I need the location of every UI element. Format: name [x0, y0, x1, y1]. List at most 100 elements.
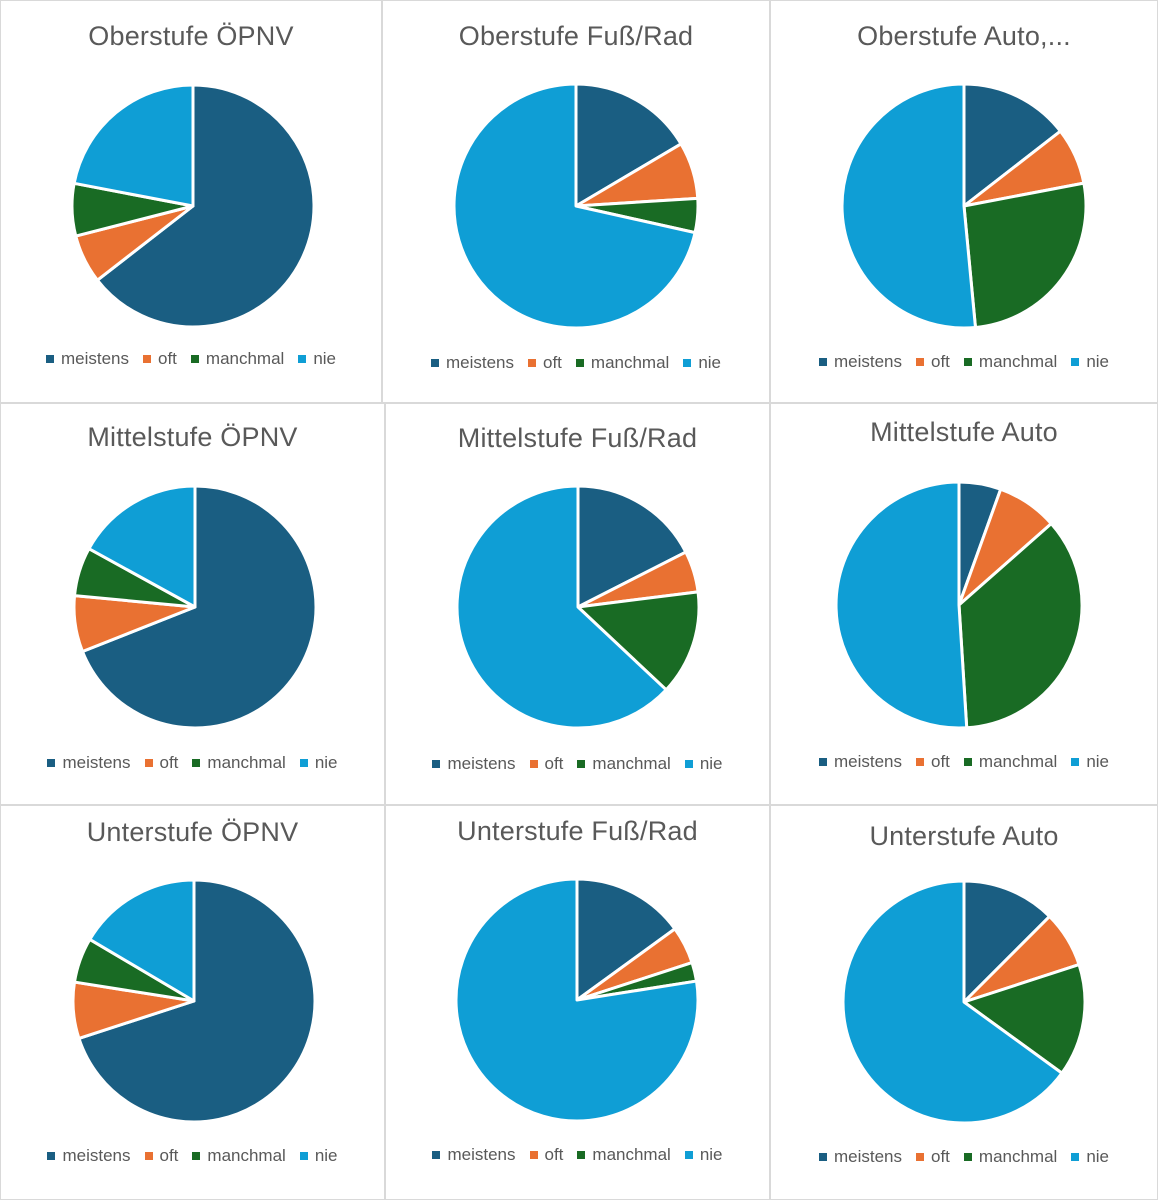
chart-legend: meistens oft manchmal nie [383, 353, 769, 373]
legend-swatch [192, 1152, 201, 1160]
legend-swatch [818, 758, 827, 766]
legend-swatch [432, 1151, 441, 1159]
legend-item-nie: nie [1071, 752, 1109, 772]
chart-panel-mittelstufe-auto: Mittelstufe Auto meistens oft manchmal nie [770, 403, 1158, 805]
legend-swatch [818, 1153, 827, 1161]
legend-swatch [143, 355, 151, 363]
legend-label: nie [314, 1146, 338, 1165]
legend-item-manchmal: manchmal [963, 1147, 1057, 1167]
legend-swatch [1071, 758, 1080, 766]
legend-item-meistens: meistens [432, 1145, 516, 1165]
legend-item-meistens: meistens [818, 1147, 902, 1167]
legend-label: oft [543, 353, 562, 372]
pie-slice-meistens [576, 484, 688, 609]
legend-swatch [963, 1153, 972, 1161]
legend-label: oft [159, 753, 179, 772]
legend-label: manchmal [590, 353, 670, 372]
chart-panel-mittelstufe-oepnv: Mittelstufe ÖPNV meistens oft manchmal nie [0, 403, 385, 805]
chart-legend: meistens oft manchmal nie [1, 753, 384, 773]
chart-legend: meistens oft manchmal nie [771, 1147, 1157, 1167]
legend-label: meistens [447, 1145, 516, 1164]
legend-item-meistens: meistens [45, 349, 129, 369]
legend-swatch [1071, 1153, 1080, 1161]
legend-item-manchmal: manchmal [963, 352, 1058, 372]
pie-slice-manchmal [962, 181, 1088, 329]
chart-panel-unterstufe-auto: Unterstufe Auto meistens oft manchmal nie [770, 805, 1158, 1200]
legend-label: manchmal [978, 752, 1058, 771]
pie-slice-meistens [575, 877, 677, 1002]
legend-label: meistens [833, 752, 902, 771]
legend-swatch [1071, 358, 1080, 366]
legend-label: nie [698, 353, 722, 372]
pie-slice-meistens [77, 878, 317, 1124]
legend-item-meistens: meistens [47, 753, 131, 773]
legend-label: oft [931, 1147, 950, 1166]
legend-item-nie: nie [683, 353, 721, 373]
legend-label: nie [1086, 1147, 1110, 1166]
legend-label: manchmal [205, 349, 285, 368]
legend-item-manchmal: manchmal [577, 1145, 671, 1165]
legend-label: nie [1086, 352, 1110, 371]
legend-item-oft: oft [529, 1145, 563, 1165]
legend-label: oft [544, 754, 564, 773]
legend-swatch [144, 1152, 153, 1160]
legend-item-nie: nie [299, 753, 338, 773]
legend-label: meistens [447, 754, 516, 773]
pie-chart [840, 82, 1088, 330]
legend-item-manchmal: manchmal [192, 1146, 286, 1166]
chart-panel-mittelstufe-fuss-rad: Mittelstufe Fuß/Rad meistens oft manchmal ni… [385, 403, 770, 805]
legend-swatch [144, 759, 153, 767]
legend-swatch [192, 759, 201, 767]
chart-title: Oberstufe ÖPNV [88, 21, 294, 51]
legend-label: oft [159, 1146, 179, 1165]
legend-item-oft: oft [529, 754, 564, 774]
pie-slice-nie [840, 82, 977, 330]
chart-title: Mittelstufe Auto [870, 417, 1058, 447]
legend-swatch [963, 358, 972, 366]
pie-chart [71, 878, 317, 1124]
legend-item-nie: nie [1071, 352, 1109, 372]
legend-swatch [299, 759, 308, 767]
chart-panel-oberstufe-fuss-rad: Oberstufe Fuß/Rad meistens oft manchmal nie [382, 0, 770, 403]
chart-title: Mittelstufe ÖPNV [87, 422, 298, 452]
chart-title: Oberstufe Fuß/Rad [458, 21, 694, 51]
legend-label: manchmal [592, 754, 671, 773]
legend-item-meistens: meistens [818, 752, 902, 772]
pie-slice-manchmal [962, 963, 1087, 1075]
legend-swatch [575, 359, 584, 367]
legend-label: meistens [833, 1147, 902, 1166]
chart-title: Unterstufe ÖPNV [86, 817, 299, 847]
pie-slice-nie [834, 480, 969, 730]
legend-label: manchmal [978, 352, 1058, 371]
legend-label: manchmal [207, 1146, 286, 1165]
legend-swatch [432, 760, 441, 768]
chart-panel-unterstufe-fuss-rad: Unterstufe Fuß/Rad meistens oft manchmal nie [385, 805, 770, 1200]
legend-item-oft: oft [916, 352, 950, 372]
pie-slice-meistens [95, 83, 316, 329]
legend-item-manchmal: manchmal [575, 353, 670, 373]
pie-slice-nie [87, 484, 197, 609]
legend-item-meistens: meistens [818, 352, 902, 372]
legend-label: nie [1086, 752, 1110, 771]
pie-slice-meistens [962, 879, 1052, 1004]
legend-label: nie [313, 349, 337, 368]
pie-slice-meistens [81, 484, 318, 730]
pie-chart [454, 877, 700, 1123]
pie-slice-nie [452, 82, 697, 330]
legend-swatch [298, 355, 307, 363]
legend-swatch [190, 355, 199, 363]
legend-label: nie [699, 1145, 723, 1164]
legend-swatch [963, 758, 972, 766]
legend-item-manchmal: manchmal [192, 753, 286, 773]
legend-label: oft [931, 352, 950, 371]
legend-label: oft [931, 752, 950, 771]
chart-legend: meistens oft manchmal nie [771, 752, 1157, 772]
legend-item-manchmal: manchmal [963, 752, 1058, 772]
legend-swatch [577, 1151, 586, 1159]
pie-chart [70, 83, 316, 329]
legend-label: nie [699, 754, 723, 773]
legend-swatch [45, 355, 54, 363]
legend-label: meistens [60, 349, 129, 368]
legend-swatch [916, 758, 924, 766]
